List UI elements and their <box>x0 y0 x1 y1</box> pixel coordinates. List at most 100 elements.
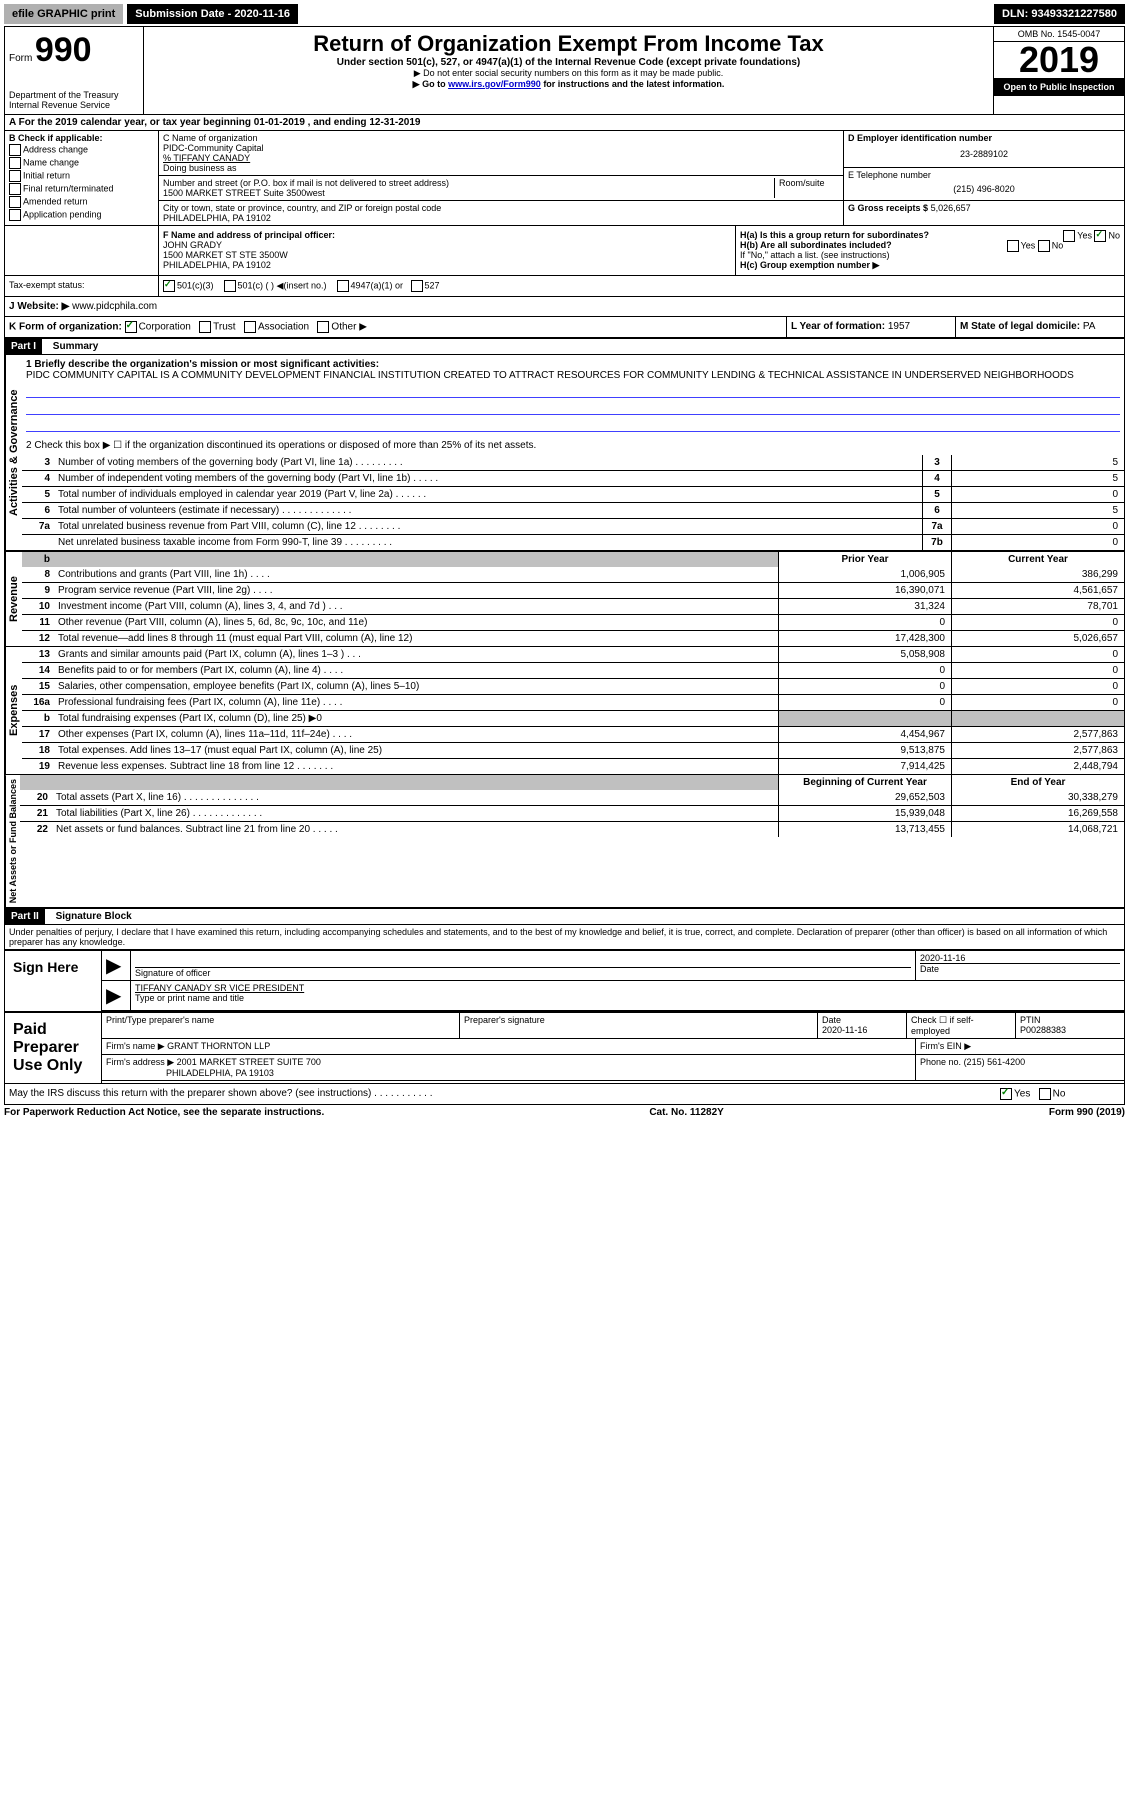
part1-header: Part I Summary <box>5 338 1124 355</box>
line-item: 5Total number of individuals employed in… <box>22 486 1124 502</box>
footer-right: Form 990 (2019) <box>1049 1107 1125 1118</box>
org-name: PIDC-Community Capital <box>163 143 839 153</box>
sig-date: 2020-11-16 <box>920 953 1120 963</box>
form-number: 990 <box>35 31 92 69</box>
date-label: Date <box>920 963 1120 974</box>
line-item: 16aProfessional fundraising fees (Part I… <box>22 694 1124 710</box>
instructions-link[interactable]: www.irs.gov/Form990 <box>448 79 541 89</box>
officer-label: F Name and address of principal officer: <box>163 230 731 240</box>
header-left: Form 990 Department of the Treasury Inte… <box>5 27 144 114</box>
officer-print-name: TIFFANY CANADY SR VICE PRESIDENT <box>135 983 1120 993</box>
line-item: 11Other revenue (Part VIII, column (A), … <box>22 614 1124 630</box>
gross-label: G Gross receipts $ <box>848 203 928 213</box>
info-grid: B Check if applicable: Address change Na… <box>5 131 1124 226</box>
line-item: 4Number of independent voting members of… <box>22 470 1124 486</box>
officer-addr1: 1500 MARKET ST STE 3500W <box>163 250 731 260</box>
ha-label: H(a) Is this a group return for subordin… <box>740 230 1120 240</box>
line-item: 22Net assets or fund balances. Subtract … <box>20 821 1124 837</box>
arrow-icon: ▶ <box>102 951 131 980</box>
line-item: 6Total number of volunteers (estimate if… <box>22 502 1124 518</box>
firm-addr1: 2001 MARKET STREET SUITE 700 <box>177 1057 321 1067</box>
form-frame: Form 990 Department of the Treasury Inte… <box>4 26 1125 1105</box>
line-item: 21Total liabilities (Part X, line 26) . … <box>20 805 1124 821</box>
prep-date: 2020-11-16 <box>822 1025 867 1035</box>
hc-label: H(c) Group exemption number ▶ <box>740 260 1120 271</box>
net-section: Net Assets or Fund Balances Beginning of… <box>5 775 1124 908</box>
form-subtitle: Under section 501(c), 527, or 4947(a)(1)… <box>148 57 989 68</box>
form-header: Form 990 Department of the Treasury Inte… <box>5 27 1124 115</box>
activities-section: Activities & Governance 1 Briefly descri… <box>5 355 1124 551</box>
print-label: Print/Type preparer's name <box>102 1013 460 1038</box>
street-address: 1500 MARKET STREET Suite 3500west <box>163 188 774 198</box>
end-year-header: End of Year <box>951 775 1124 790</box>
opt-amended[interactable]: Amended return <box>9 196 154 208</box>
beg-year-header: Beginning of Current Year <box>778 775 951 790</box>
care-of: % TIFFANY CANADY <box>163 153 839 163</box>
ptin-value: P00288383 <box>1020 1025 1066 1035</box>
box-d: D Employer identification number 23-2889… <box>843 131 1124 225</box>
city-label: City or town, state or province, country… <box>163 203 839 213</box>
revenue-section: Revenue b Prior Year Current Year 8Contr… <box>5 551 1124 647</box>
period-row: A For the 2019 calendar year, or tax yea… <box>5 115 1124 131</box>
irs-discuss-row: May the IRS discuss this return with the… <box>5 1083 1124 1104</box>
sig-label: Signature of officer <box>135 967 911 978</box>
line-item: 15Salaries, other compensation, employee… <box>22 678 1124 694</box>
q1-value: PIDC COMMUNITY CAPITAL IS A COMMUNITY DE… <box>26 370 1120 381</box>
name-label: C Name of organization <box>163 133 839 143</box>
addr-label: Number and street (or P.O. box if mail i… <box>163 178 774 188</box>
city-value: PHILADELPHIA, PA 19102 <box>163 213 839 223</box>
q1-label: 1 Briefly describe the organization's mi… <box>26 359 1120 370</box>
side-revenue: Revenue <box>5 552 22 646</box>
blank-line <box>26 383 1120 398</box>
sign-here-label: Sign Here <box>5 951 102 1011</box>
footer: For Paperwork Reduction Act Notice, see … <box>4 1105 1125 1120</box>
tax-year: 2019 <box>994 42 1124 78</box>
line-item: 7aTotal unrelated business revenue from … <box>22 518 1124 534</box>
line-item: bTotal fundraising expenses (Part IX, co… <box>22 710 1124 726</box>
hdr-b: b <box>22 552 54 567</box>
check-self[interactable]: Check ☐ if self-employed <box>907 1013 1016 1038</box>
expenses-section: Expenses 13Grants and similar amounts pa… <box>5 647 1124 775</box>
opt-address-change[interactable]: Address change <box>9 144 154 156</box>
line-item: 10Investment income (Part VIII, column (… <box>22 598 1124 614</box>
line-item: 20Total assets (Part X, line 16) . . . .… <box>20 790 1124 805</box>
part2-subtitle: Signature Block <box>48 911 132 922</box>
penalties-text: Under penalties of perjury, I declare th… <box>5 925 1124 949</box>
form-org-row: K Form of organization: Corporation Trus… <box>5 317 786 337</box>
prep-sig-label: Preparer's signature <box>460 1013 818 1038</box>
name-label: Type or print name and title <box>135 993 1120 1003</box>
part1-subtitle: Summary <box>45 341 99 352</box>
line-item: 17Other expenses (Part IX, column (A), l… <box>22 726 1124 742</box>
paid-preparer-block: Paid Preparer Use Only Print/Type prepar… <box>5 1011 1124 1083</box>
part1-title: Part I <box>5 339 42 354</box>
tel-value: (215) 496-8020 <box>848 180 1120 198</box>
irs-label: Internal Revenue Service <box>9 100 139 110</box>
firm-addr2: PHILADELPHIA, PA 19103 <box>106 1068 911 1078</box>
mission-block: 1 Briefly describe the organization's mi… <box>22 355 1124 455</box>
opt-final-return[interactable]: Final return/terminated <box>9 183 154 195</box>
room-label: Room/suite <box>774 178 839 198</box>
firm-phone: (215) 561-4200 <box>964 1057 1026 1067</box>
opt-initial-return[interactable]: Initial return <box>9 170 154 182</box>
net-header-row: Beginning of Current Year End of Year <box>20 775 1124 790</box>
opt-pending[interactable]: Application pending <box>9 209 154 221</box>
website-row: J Website: ▶ www.pidcphila.com <box>5 297 1124 317</box>
line-item: 14Benefits paid to or for members (Part … <box>22 662 1124 678</box>
officer-name: JOHN GRADY <box>163 240 731 250</box>
k-label: K Form of organization: <box>9 322 122 333</box>
opt-name-change[interactable]: Name change <box>9 157 154 169</box>
line-item: 12Total revenue—add lines 8 through 11 (… <box>22 630 1124 646</box>
efile-badge[interactable]: efile GRAPHIC print <box>4 4 123 24</box>
form-label: Form <box>9 53 32 64</box>
arrow-icon: ▶ <box>102 981 131 1010</box>
footer-left: For Paperwork Reduction Act Notice, see … <box>4 1107 324 1118</box>
form-title: Return of Organization Exempt From Incom… <box>148 31 989 57</box>
side-expenses: Expenses <box>5 647 22 774</box>
firm-ein-label: Firm's EIN ▶ <box>916 1039 1124 1054</box>
line-item: 18Total expenses. Add lines 13–17 (must … <box>22 742 1124 758</box>
blank-line <box>26 417 1120 432</box>
website-label: J Website: ▶ <box>9 301 69 312</box>
box-b: B Check if applicable: Address change Na… <box>5 131 159 225</box>
line-item: Net unrelated business taxable income fr… <box>22 534 1124 550</box>
box-b-label: B Check if applicable: <box>9 133 154 143</box>
